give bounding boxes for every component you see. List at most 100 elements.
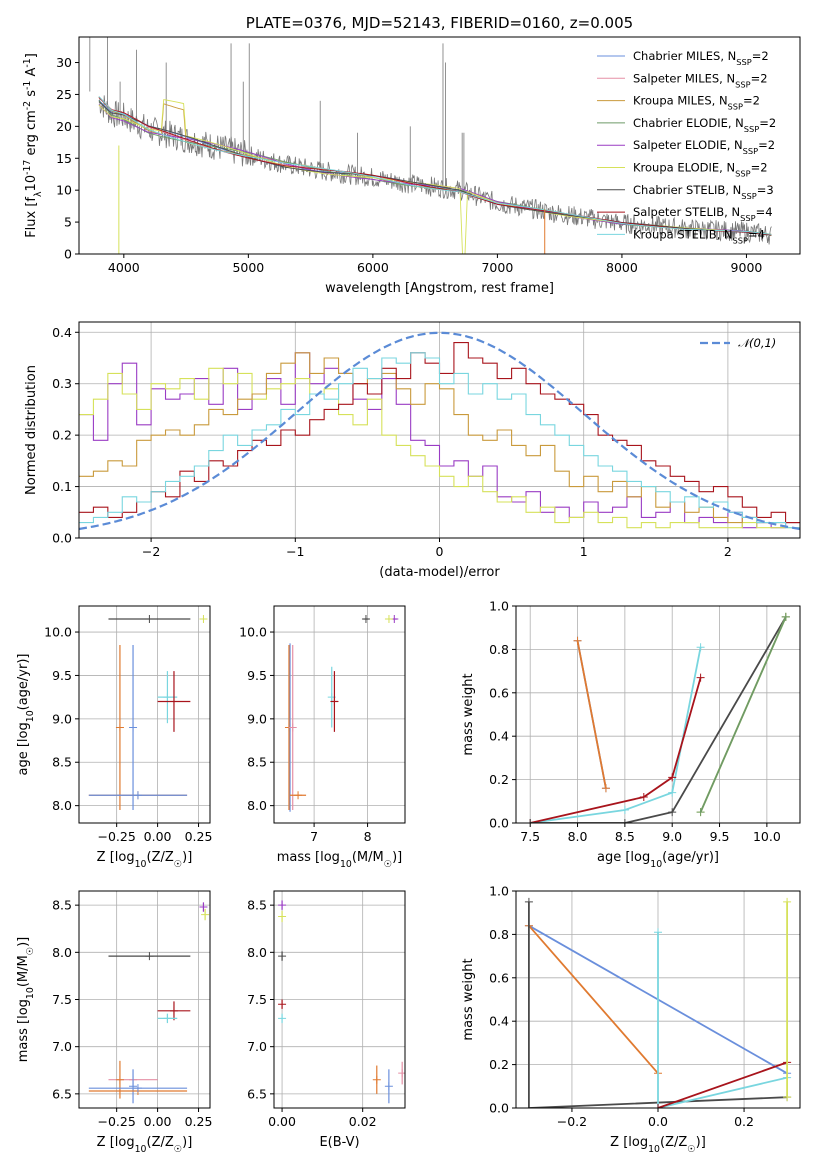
weight-series [529,677,702,823]
x-tick-label: 5000 [232,260,264,275]
data-point [129,1082,138,1091]
data-point [145,615,154,624]
x-tick-label: 0.00 [268,1114,296,1129]
y-tick-label: 0.8 [489,642,509,657]
histogram-series [79,352,800,524]
x-tick-label: 8000 [606,260,638,275]
data-point [526,819,535,823]
y-tick-label: 6.5 [52,1086,72,1101]
y-tick-label: 0.4 [489,1014,509,1029]
data-point [199,903,208,912]
y-tick-label: 0.1 [52,479,72,494]
x-tick-label: 1 [580,544,588,559]
panel-weight-vs-age: 7.5 8.0 8.5 9.0 9.5 10.0 0.0 0.2 0.4 0.6 0.8 1.0 age… [461,599,801,870]
weight-series [530,647,702,823]
x-tick-label: 9.0 [662,829,682,844]
data-point [654,1104,662,1108]
data-point [384,1082,393,1091]
y-axis-label: mass weight [461,958,476,1040]
x-tick-label: −1 [286,544,304,559]
x-tick-label: 10.0 [753,829,781,844]
y-tick-label: 10.0 [239,625,267,640]
plot-area [89,37,772,254]
y-tick-label: 0.2 [52,428,72,443]
data-point [330,697,339,706]
x-axis-label: Z [log10(Z/Z☉)] [97,1135,193,1155]
data-point [294,791,303,800]
y-tick-label: 9.5 [52,668,72,683]
data-point [696,673,705,682]
x-axis-label: age [log10(age/yr)] [597,850,719,870]
legend: Chabrier MILES, NSSP=2 Salpeter MILES, NS… [597,49,776,245]
plot-area [88,615,208,810]
legend-entry: Chabrier ELODIE, NSSP=2 [633,116,776,134]
histogram-series [79,367,800,529]
data-point [573,636,582,645]
panel-age-vs-Z: −0.25 0.00 0.25 8.0 8.5 9.0 9.5 10.0 Z [log10(Z/… [16,605,212,870]
x-tick-label: 4000 [108,260,140,275]
y-tick-label: 0.2 [489,1057,509,1072]
y-tick-label: 0.0 [489,1101,509,1116]
y-tick-label: 7.5 [52,992,72,1007]
y-tick-label: 8.0 [52,798,72,813]
y-tick-label: 0.6 [489,970,509,985]
legend-entry: Kroupa ELODIE, NSSP=2 [633,161,768,179]
weight-series [657,1061,788,1108]
data-point [620,805,629,814]
y-tick-label: 0.3 [52,376,72,391]
y-tick-label: 1.0 [489,884,509,899]
panel-mass-vs-Z: −0.25 0.00 0.25 6.5 7.0 7.5 8.0 8.5 Z [log10(Z/Z… [16,890,213,1155]
y-tick-label: 8.0 [52,945,72,960]
data-point [783,897,792,906]
data-point [620,819,629,823]
data-point [639,792,648,801]
y-axis-label: Flux [fλ10-17 erg cm-2 s-1 A-1] [22,53,44,238]
x-tick-label: 8.0 [568,829,588,844]
y-tick-label: 0.4 [489,729,509,744]
x-axis-label: (data-model)/error [379,565,500,580]
model-curve [98,101,772,236]
plot-area [524,897,792,1108]
data-point [278,901,287,910]
data-point [524,897,533,906]
weight-series [530,616,787,823]
y-tick-label: 8.5 [52,898,72,913]
plot-area [526,612,790,823]
y-tick-label: 8.5 [52,755,72,770]
y-tick-label: 0.0 [489,816,509,831]
panel-age-vs-mass: 7 8 8.0 8.5 9.0 9.5 10.0 mass [log10(M/M☉)] [239,605,406,870]
y-tick-label: 7.0 [247,1039,267,1054]
axes-frame [78,605,211,824]
data-point [145,952,154,961]
y-tick-label: 7.0 [52,1039,72,1054]
weight-series [657,932,788,1108]
data-point [278,1000,287,1009]
data-point [133,1084,142,1093]
x-tick-label: 9000 [731,260,763,275]
x-tick-label: 0.2 [734,1114,754,1129]
histogram-series [79,352,800,529]
y-tick-label: 20 [56,119,72,134]
data-point [654,928,662,937]
weight-series [528,925,659,1074]
plot-area [88,902,210,1104]
y-tick-label: 6.5 [247,1086,267,1101]
data-point [288,723,297,732]
x-axis-label: wavelength [Angstrom, rest frame] [325,281,554,296]
panel-spectrum: 4000 5000 6000 7000 8000 9000 0 5 10 15 20 25 30 wave… [22,14,801,296]
x-tick-label: 0.02 [349,1114,377,1129]
data-point [278,1014,287,1023]
x-tick-label: 7000 [481,260,513,275]
data-point [524,1104,533,1108]
x-tick-label: 7 [310,829,318,844]
legend-entry: Kroupa STELIB, NSSP=4 [633,227,765,245]
x-tick-label: 0.25 [185,1114,213,1129]
data-point [668,773,677,782]
x-axis-label: mass [log10(M/M☉)] [277,850,403,870]
y-tick-label: 0.0 [52,531,72,546]
data-point [278,952,287,961]
y-tick-label: 15 [56,151,72,166]
x-tick-label: 0.00 [144,829,172,844]
x-tick-label: 8.5 [615,829,635,844]
